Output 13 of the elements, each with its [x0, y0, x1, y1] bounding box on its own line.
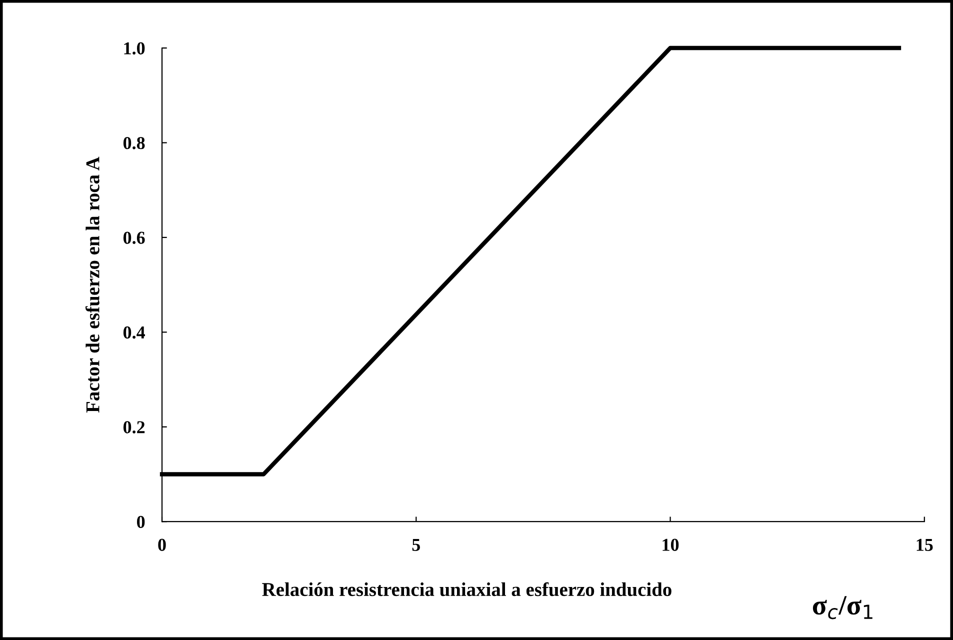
- y-tick-label: 1.0: [124, 42, 145, 55]
- x-axis-title: Relación resistrencia uniaxial a esfuerzo inducido: [262, 582, 672, 596]
- y-axis-title: Factor de esfuerzo en la roca A: [86, 156, 100, 413]
- x-tick-label: 15: [916, 538, 933, 551]
- x-tick-label: 5: [412, 538, 420, 551]
- y-tick-label: 0: [137, 516, 145, 528]
- x-tick-label: 0: [158, 538, 166, 551]
- text: σ$_{c}$/σ$_{1}$: [812, 596, 872, 620]
- y-tick-label: 0.8: [123, 136, 145, 150]
- y-tick-label: 0.2: [123, 421, 145, 434]
- y-tick-label: 0.4: [123, 326, 146, 339]
- y-tick-label: 0.6: [123, 232, 145, 244]
- x-tick-label: 10: [662, 538, 679, 551]
